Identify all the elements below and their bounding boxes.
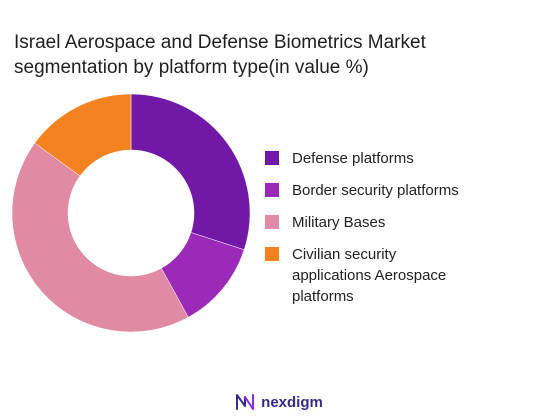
legend-swatch	[265, 247, 279, 261]
donut-slice-defense-platforms	[130, 93, 251, 251]
legend-item-civilian-security: Civilian security applications Aerospace…	[265, 244, 550, 307]
legend-swatch	[265, 151, 279, 165]
chart-legend: Defense platforms Border security platfo…	[265, 148, 550, 318]
legend-item-border-security-platforms: Border security platforms	[265, 180, 550, 201]
legend-label: Border security platforms	[292, 182, 459, 199]
legend-item-defense-platforms: Defense platforms	[265, 148, 550, 169]
chart-title-line-2: segmentation by platform type(in value %…	[14, 57, 369, 78]
legend-label: Military Bases	[292, 214, 386, 231]
brand-name: nexdigm	[261, 393, 323, 411]
legend-label: Civilian security applications Aerospace…	[292, 246, 447, 305]
legend-swatch	[265, 183, 279, 197]
legend-item-military-bases: Military Bases	[265, 212, 550, 233]
donut-slice-civilian-security-applications-aerospace-platforms	[34, 93, 132, 177]
donut-slice-military-bases	[11, 142, 189, 333]
legend-swatch	[265, 215, 279, 229]
legend-label: Defense platforms	[292, 150, 414, 167]
nexdigm-logo-icon	[236, 394, 255, 410]
brand-footer: nexdigm	[0, 393, 558, 411]
chart-title: Israel Aerospace and Defense Biometrics …	[14, 30, 534, 80]
chart-title-line-1: Israel Aerospace and Defense Biometrics …	[14, 32, 426, 53]
donut-chart	[11, 93, 251, 333]
